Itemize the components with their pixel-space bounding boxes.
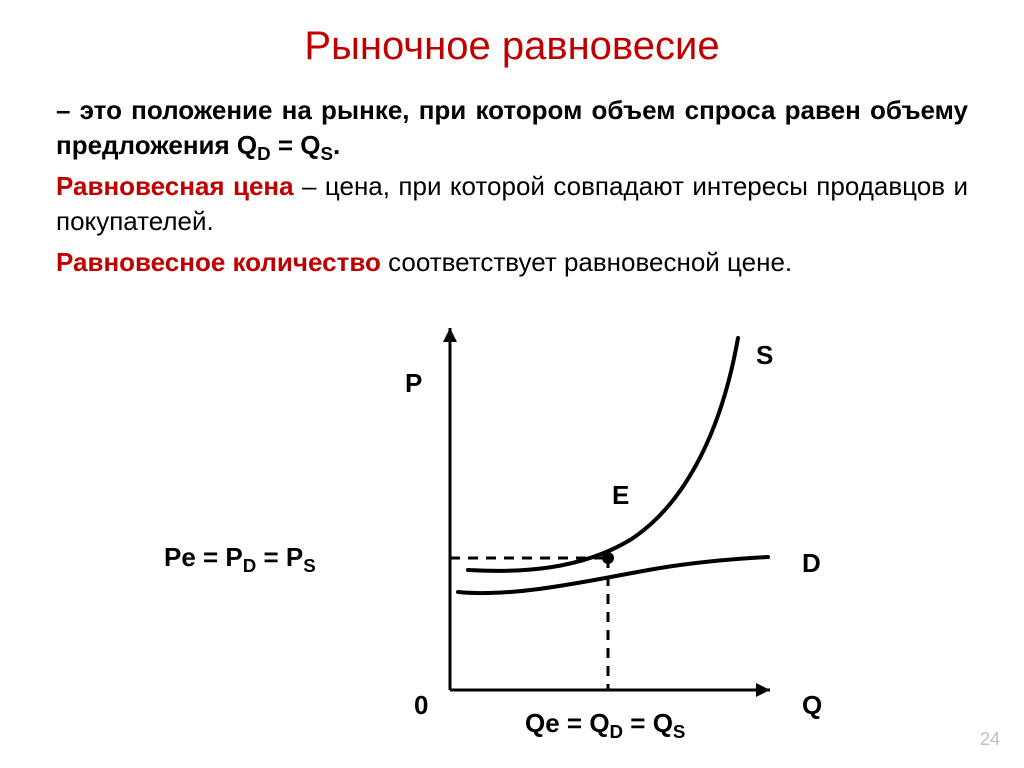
p1-eq: = Q — [271, 130, 321, 160]
equilibrium-quantity-line: Равновесное количество соответствует рав… — [56, 245, 968, 280]
chart-area: S P E D 0 Q Pe = PD = PS Qe = QD = QS — [0, 320, 1024, 768]
definition-line: – это положение на рынке, при котором об… — [56, 93, 968, 163]
label-S: S — [756, 340, 773, 371]
pe-sub2: S — [303, 555, 315, 576]
qe-sub2: S — [673, 721, 685, 742]
body-text: – это положение на рынке, при котором об… — [56, 93, 968, 280]
p1-end: . — [333, 130, 340, 160]
label-Pe-equation: Pe = PD = PS — [164, 542, 316, 573]
p3-rest: соответствует равновесной цене. — [381, 247, 792, 277]
pe-mid: = P — [256, 542, 303, 572]
equilibrium-price-line: Равновесная цена – цена, при которой сов… — [56, 169, 968, 239]
term-price: Равновесная цена — [56, 171, 294, 201]
pe-sub1: D — [243, 555, 257, 576]
p1-sub2: S — [321, 143, 333, 164]
p1-lead: это положение на рынке, при котором объе… — [56, 95, 968, 160]
slide-title: Рыночное равновесие — [56, 24, 968, 69]
qe-full: Qe = Q — [525, 708, 610, 738]
label-D: D — [802, 548, 821, 579]
label-Qe-equation: Qe = QD = QS — [525, 708, 685, 739]
pe-full: Pe = P — [164, 542, 243, 572]
dash: – — [56, 95, 80, 125]
label-P: P — [405, 368, 422, 399]
p1-sub1: D — [257, 143, 271, 164]
term-quantity: Равновесное количество — [56, 247, 381, 277]
page-number: 24 — [980, 729, 1000, 750]
label-Q: Q — [802, 690, 822, 721]
label-origin-zero: 0 — [414, 690, 428, 721]
qe-mid: = Q — [623, 708, 673, 738]
label-E: E — [612, 480, 629, 511]
qe-sub1: D — [610, 721, 624, 742]
